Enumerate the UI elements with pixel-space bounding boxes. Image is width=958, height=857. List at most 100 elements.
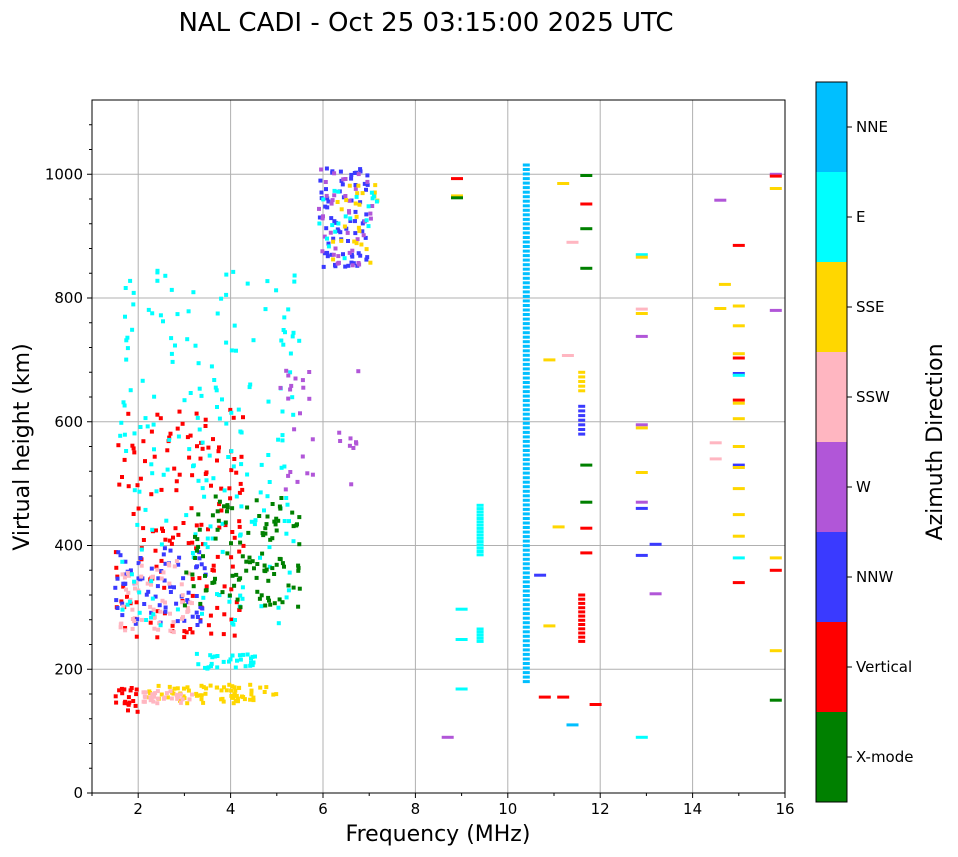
echo-mark — [116, 443, 121, 448]
echo-mark — [300, 378, 305, 383]
echo-mark — [353, 209, 358, 214]
echo-mark — [334, 220, 339, 225]
echo-mark — [149, 582, 153, 587]
echo-mark — [234, 348, 238, 353]
echo-mark — [290, 395, 295, 400]
echo-mark — [709, 457, 722, 461]
x-axis-ticks: 2 4 6 8 10 12 14 16 — [91, 793, 795, 818]
echo-mark — [131, 446, 136, 451]
echo-mark — [282, 315, 287, 320]
echo-mark — [232, 535, 237, 540]
echo-mark — [284, 496, 289, 500]
echo-mark — [203, 424, 208, 428]
echo-mark — [325, 196, 330, 201]
echo-mark — [286, 396, 291, 401]
echo-mark — [262, 568, 267, 573]
echo-mark — [138, 476, 143, 481]
echo-mark — [714, 198, 727, 202]
echo-mark — [270, 536, 275, 541]
echo-mark — [319, 167, 324, 172]
echo-mark — [227, 486, 232, 491]
echo-mark — [732, 352, 745, 356]
echo-mark — [265, 279, 270, 284]
echo-mark — [237, 549, 242, 554]
echo-mark — [345, 230, 350, 235]
echo-mark — [340, 182, 345, 187]
echo-mark — [202, 494, 207, 499]
echo-mark — [200, 440, 205, 445]
echo-mark — [139, 574, 144, 579]
colorbar-segment — [816, 712, 847, 802]
echo-mark — [578, 639, 586, 643]
echo-mark — [121, 604, 126, 609]
echo-mark — [146, 589, 151, 594]
echo-mark — [194, 651, 199, 656]
echo-mark — [199, 522, 204, 527]
echo-mark — [349, 482, 354, 487]
echo-mark — [522, 671, 530, 675]
echo-mark — [151, 612, 156, 617]
echo-mark — [319, 190, 324, 195]
echo-mark — [333, 246, 338, 251]
echo-mark — [364, 212, 369, 217]
echo-mark — [522, 267, 530, 271]
echo-mark — [125, 602, 130, 607]
echo-mark — [210, 536, 215, 541]
echo-mark — [193, 532, 198, 537]
echo-mark — [163, 605, 168, 610]
echo-mark — [200, 611, 204, 616]
echo-mark — [522, 485, 530, 489]
echo-mark — [241, 415, 245, 420]
colorbar-category-label: NNW — [856, 568, 893, 586]
echo-mark — [165, 467, 170, 472]
echo-mark — [194, 523, 199, 528]
echo-mark — [126, 695, 131, 700]
echo-mark — [117, 688, 122, 693]
echo-mark — [186, 309, 191, 314]
echo-mark — [227, 659, 231, 664]
echo-mark — [222, 584, 227, 589]
echo-mark — [222, 504, 226, 509]
echo-mark — [635, 312, 648, 315]
echo-mark — [282, 519, 287, 523]
echo-mark — [522, 544, 530, 548]
echo-mark — [326, 241, 331, 246]
echo-mark — [120, 572, 125, 577]
echo-mark — [237, 524, 242, 529]
echo-mark — [329, 201, 334, 206]
echo-mark — [156, 627, 161, 632]
echo-mark — [126, 590, 131, 595]
echo-mark — [160, 526, 164, 531]
echo-mark — [580, 174, 593, 177]
echo-mark — [214, 388, 219, 393]
echo-mark — [229, 541, 233, 546]
echo-mark — [229, 348, 234, 353]
echo-mark — [243, 664, 248, 669]
echo-mark — [522, 236, 530, 239]
echo-mark — [187, 447, 192, 452]
echo-mark — [240, 487, 245, 492]
echo-mark — [155, 696, 160, 701]
echo-mark — [349, 176, 354, 181]
echo-mark — [281, 342, 286, 347]
echo-mark — [522, 571, 530, 575]
echo-mark — [538, 695, 551, 699]
echo-mark — [476, 553, 484, 557]
echo-mark — [476, 523, 484, 527]
echo-mark — [178, 700, 183, 705]
echo-mark — [163, 273, 168, 278]
echo-mark — [147, 689, 152, 694]
echo-mark — [166, 561, 171, 566]
echo-mark — [522, 390, 530, 394]
echo-mark — [144, 618, 149, 622]
echo-mark — [320, 249, 325, 254]
echo-mark — [231, 269, 236, 274]
echo-mark — [171, 535, 175, 540]
echo-mark — [133, 703, 138, 708]
echo-mark — [153, 691, 158, 696]
echo-mark — [123, 559, 128, 564]
echo-mark — [298, 411, 302, 416]
echo-mark — [159, 558, 164, 563]
echo-mark — [357, 202, 362, 207]
echo-mark — [522, 299, 530, 303]
